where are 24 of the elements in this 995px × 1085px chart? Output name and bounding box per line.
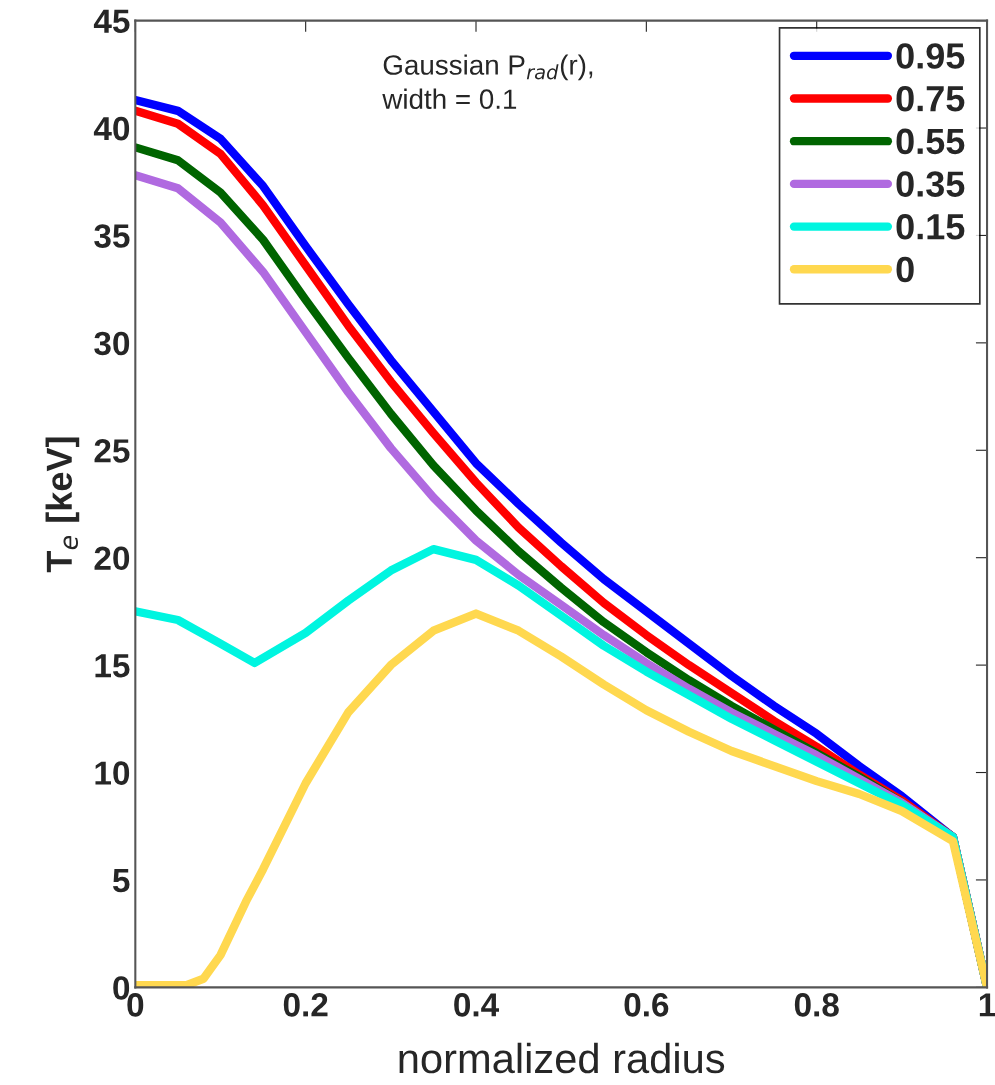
- x-tick-label: 0.4: [454, 993, 499, 1017]
- legend-label: 0.55: [896, 128, 965, 155]
- y-tick-label: 0: [113, 976, 130, 1000]
- y-tick-label: 40: [93, 116, 130, 141]
- legend-label: 0: [896, 256, 914, 283]
- y-tick-label: 35: [94, 224, 130, 248]
- y-tick-label: 15: [95, 654, 130, 678]
- y-tick-label: 30: [94, 331, 130, 356]
- x-tick-label: 1: [979, 993, 995, 1017]
- legend-label: 0.75: [896, 85, 965, 112]
- legend-label: 0.15: [896, 214, 965, 240]
- x-tick-label: 0.2: [283, 993, 328, 1017]
- legend-label: 0.35: [896, 171, 965, 197]
- y-tick-label: 25: [94, 439, 130, 463]
- x-tick-label: 0.8: [794, 993, 839, 1017]
- x-axis-title: normalized radius: [399, 1042, 725, 1074]
- y-axis-title: T$_{e}$ [keV]: [45, 437, 80, 573]
- text: Gaussian P$_{rad}$(r), width = 0.1: [382, 54, 593, 110]
- y-tick-label: 45: [93, 9, 130, 34]
- y-tick-label: 5: [112, 869, 130, 893]
- legend-label: 0.95: [896, 43, 965, 69]
- y-tick-label: 20: [94, 546, 130, 571]
- x-tick-label: 0.6: [624, 993, 669, 1017]
- y-tick-label: 10: [95, 761, 130, 785]
